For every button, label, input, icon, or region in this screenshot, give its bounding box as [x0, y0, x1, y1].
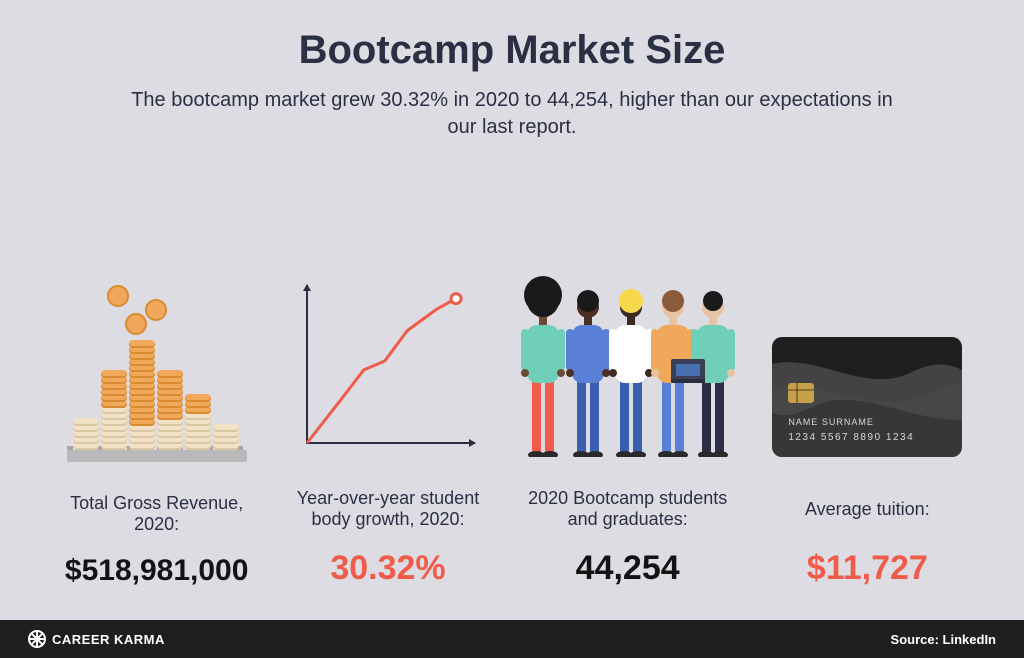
student-group-icon: [513, 257, 743, 457]
coin-stacks-icon: [50, 262, 263, 462]
source-label: Source: LinkedIn: [891, 632, 996, 647]
card-chip-icon: [788, 383, 814, 403]
metric-growth: Year-over-year student body growth, 2020…: [281, 257, 494, 588]
page-title: Bootcamp Market Size: [0, 0, 1024, 73]
metric-value: $518,981,000: [65, 554, 249, 588]
metric-value: 30.32%: [330, 549, 445, 588]
metric-students: 2020 Bootcamp students and graduates: 44…: [513, 257, 743, 588]
metric-tuition: NAME SURNAME 1234 5567 8890 1234 Average…: [761, 257, 974, 588]
footer-bar: CAREER KARMA Source: LinkedIn: [0, 620, 1024, 658]
metric-label: Average tuition:: [805, 485, 930, 533]
card-number: 1234 5567 8890 1234: [788, 432, 914, 443]
metric-label: Total Gross Revenue, 2020:: [50, 490, 263, 538]
page-subtitle: The bootcamp market grew 30.32% in 2020 …: [122, 87, 902, 141]
credit-card-icon: NAME SURNAME 1234 5567 8890 1234: [761, 257, 974, 457]
metric-label: 2020 Bootcamp students and graduates:: [513, 485, 743, 533]
metric-revenue: Total Gross Revenue, 2020: $518,981,000: [50, 262, 263, 588]
brand-logo: CAREER KARMA: [28, 630, 165, 648]
metric-value: $11,727: [807, 549, 928, 588]
metric-label: Year-over-year student body growth, 2020…: [281, 485, 494, 533]
metric-value: 44,254: [576, 549, 680, 588]
metrics-row: Total Gross Revenue, 2020: $518,981,000 …: [0, 257, 1024, 588]
brand-text: CAREER KARMA: [52, 632, 165, 647]
growth-chart-icon: [281, 257, 494, 457]
infographic-page: Bootcamp Market Size The bootcamp market…: [0, 0, 1024, 658]
card-name: NAME SURNAME: [788, 417, 874, 427]
wheel-icon: [28, 630, 46, 648]
